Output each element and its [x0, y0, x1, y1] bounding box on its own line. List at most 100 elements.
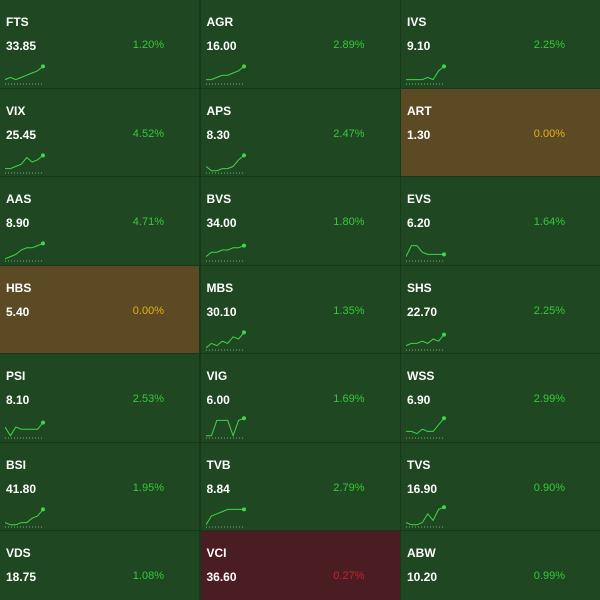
change: 0.00% — [533, 127, 565, 140]
symbol: BSI — [6, 457, 27, 472]
spark-end — [241, 64, 246, 69]
price: 16.90 — [407, 481, 438, 496]
ticker-tile[interactable]: EVS 6.20 1.64% — [401, 177, 600, 265]
change: 1.20% — [132, 39, 164, 51]
price: 8.10 — [6, 393, 30, 407]
spark-end — [442, 332, 446, 337]
symbol: BVS — [206, 192, 232, 206]
spark-end — [442, 64, 446, 69]
price: 33.85 — [6, 39, 37, 53]
symbol: VIX — [6, 103, 26, 118]
sparkline — [205, 64, 246, 85]
sparkline — [406, 416, 446, 439]
spark-line — [5, 508, 44, 525]
ticker-tile[interactable]: IVS 9.10 2.25% — [401, 0, 600, 88]
ticker-tile[interactable]: ABW 10.20 0.99% — [401, 531, 600, 600]
price: 25.45 — [6, 127, 37, 142]
spark-end — [41, 241, 45, 246]
ticker-tile[interactable]: BVS 34.00 1.80% — [200, 177, 400, 265]
spark-end — [241, 416, 246, 421]
price: 16.00 — [206, 39, 237, 53]
symbol: SHS — [407, 280, 432, 295]
sparkline — [205, 152, 246, 173]
sparkline — [205, 506, 246, 527]
price: 30.10 — [206, 304, 237, 319]
ticker-tile[interactable]: APS 8.30 2.47% — [200, 88, 400, 176]
change: 0.27% — [333, 570, 365, 582]
price: 6.00 — [206, 393, 230, 407]
symbol: VIG — [206, 369, 228, 383]
spark-end — [241, 152, 246, 157]
symbol: ABW — [407, 546, 436, 560]
price: 6.20 — [407, 216, 431, 230]
ticker-tile[interactable]: TVB 8.84 2.79% — [200, 442, 400, 530]
change: 2.25% — [533, 39, 565, 51]
spark-line — [5, 422, 44, 437]
price: 18.75 — [6, 570, 37, 584]
spark-line — [205, 508, 244, 525]
ticker-tile[interactable]: WSS 6.90 2.99% — [401, 354, 600, 442]
sparkline — [5, 64, 45, 85]
spark-end — [241, 243, 246, 248]
symbol: VDS — [6, 546, 31, 560]
ticker-tile[interactable]: VIG 6.00 1.69% — [200, 354, 400, 442]
symbol: AGR — [206, 15, 234, 29]
price: 8.84 — [206, 481, 230, 496]
spark-line — [406, 506, 445, 525]
spark-end — [41, 506, 45, 511]
sparkline — [406, 504, 446, 527]
symbol: WSS — [407, 369, 435, 383]
ticker-tile[interactable]: SHS 22.70 2.25% — [401, 265, 600, 353]
ticker-tile[interactable]: VCI 36.60 0.27% — [200, 531, 400, 600]
ticker-tile[interactable]: TVS 16.90 0.90% — [401, 442, 600, 530]
sparkline — [5, 241, 45, 262]
ticker-tile[interactable]: FTS 33.85 1.20% — [0, 0, 199, 88]
change: 2.47% — [333, 127, 365, 140]
sparkline — [205, 416, 246, 439]
symbol: TVB — [206, 457, 231, 472]
spark-line — [406, 333, 445, 346]
symbol: TVS — [407, 457, 431, 472]
change: 1.80% — [333, 216, 365, 228]
spark-line — [406, 245, 444, 257]
spark-end — [442, 416, 446, 421]
change: 1.64% — [533, 216, 565, 228]
price: 10.20 — [407, 570, 438, 584]
sparkline — [5, 152, 45, 173]
ticker-tile[interactable]: ART 1.30 0.00% — [401, 88, 600, 176]
change: 0.00% — [132, 304, 164, 317]
spark-end — [41, 64, 45, 69]
spark-line — [5, 242, 44, 260]
spark-end — [442, 252, 446, 257]
ticker-tile[interactable]: AAS 8.90 4.71% — [0, 177, 199, 265]
ticker-tile[interactable]: MBS 30.10 1.35% — [200, 265, 400, 353]
ticker-tile[interactable]: VDS 18.75 1.08% — [0, 531, 199, 600]
price: 8.90 — [6, 216, 30, 230]
price: 36.60 — [206, 570, 237, 584]
ticker-tile[interactable]: AGR 16.00 2.89% — [200, 0, 400, 88]
ticker-tile[interactable]: PSI 8.10 2.53% — [0, 354, 199, 442]
spark-line — [205, 154, 244, 171]
spark-line — [205, 66, 244, 81]
price: 22.70 — [407, 304, 438, 319]
sparkline — [406, 332, 446, 350]
ticker-tile[interactable]: BSI 41.80 1.95% — [0, 442, 199, 530]
symbol: EVS — [407, 192, 432, 206]
symbol: AAS — [6, 192, 32, 206]
ticker-tile[interactable]: VIX 25.45 4.52% — [0, 88, 199, 176]
change: 2.53% — [132, 393, 164, 405]
change: 2.89% — [333, 39, 365, 51]
spark-line — [205, 331, 244, 348]
price: 1.30 — [407, 127, 431, 142]
symbol: HBS — [6, 280, 32, 295]
ticker-tile[interactable]: HBS 5.40 0.00% — [0, 265, 199, 353]
change: 1.35% — [333, 304, 365, 317]
spark-line — [205, 417, 244, 438]
sparkline — [406, 64, 446, 85]
change: 0.99% — [533, 570, 565, 582]
change: 0.90% — [533, 481, 565, 494]
spark-end — [41, 420, 45, 425]
sparkline — [5, 420, 45, 439]
sparkline — [205, 329, 246, 350]
